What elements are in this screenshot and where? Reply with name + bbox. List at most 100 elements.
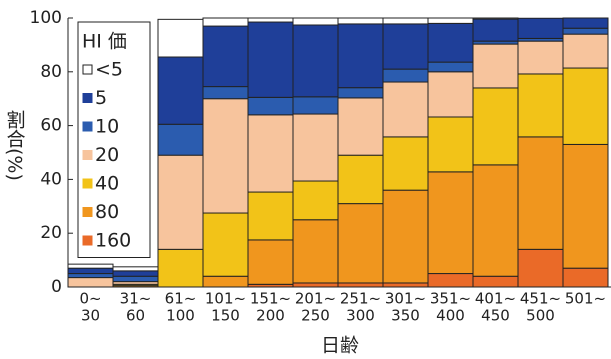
- x-tick-label: 500: [526, 307, 555, 325]
- bar-segment: [112, 275, 159, 283]
- bar-segment: [517, 248, 564, 288]
- bar-segment: [292, 24, 339, 98]
- legend-swatch: [82, 121, 93, 132]
- x-tick-label: 401~: [475, 290, 516, 308]
- bar-segment: [157, 123, 204, 156]
- bar-segment: [382, 189, 429, 284]
- bar-segment: [562, 33, 609, 69]
- bar-segment: [382, 136, 429, 191]
- bar-segment: [562, 27, 609, 35]
- y-tick-label: 100: [30, 8, 62, 28]
- bar-segment: [517, 17, 564, 39]
- bar-segment: [67, 263, 114, 269]
- bar-segment: [112, 270, 159, 277]
- legend-swatch: [82, 64, 93, 75]
- bar-segment: [247, 239, 294, 285]
- bar-segment: [337, 23, 384, 89]
- x-tick-label: 101~: [205, 290, 246, 308]
- bar-segment: [292, 219, 339, 284]
- x-tick-label: 100: [166, 307, 195, 325]
- legend-label: 160: [95, 230, 131, 252]
- legend-label: 80: [95, 201, 119, 223]
- bar-segment: [202, 98, 249, 214]
- x-axis-label: 日齢: [321, 335, 359, 357]
- legend-label: 40: [95, 173, 119, 195]
- bar-segment: [337, 17, 384, 25]
- x-tick-label: 300: [346, 307, 375, 325]
- bar-segment: [67, 273, 114, 279]
- x-tick-label: 251~: [340, 290, 381, 308]
- bar-segment: [562, 67, 609, 145]
- legend-label: <5: [95, 59, 123, 81]
- bar-segment: [292, 96, 339, 115]
- x-tick-label: 450: [481, 307, 510, 325]
- bar-segment: [292, 17, 339, 26]
- bar-segment: [202, 275, 249, 288]
- x-tick-label: 60: [126, 307, 145, 325]
- bar-segment: [427, 273, 474, 288]
- bar-segment: [517, 40, 564, 75]
- bar-segment: [292, 113, 339, 182]
- bar-segment: [337, 203, 384, 284]
- y-tick-label: 80: [40, 62, 62, 82]
- bar-segment: [247, 96, 294, 116]
- x-tick-label: 0~: [79, 290, 101, 308]
- bar-segment: [382, 282, 429, 288]
- bar-segment: [247, 21, 294, 98]
- legend-swatch: [82, 93, 93, 103]
- legend-label: 20: [95, 144, 119, 166]
- x-tick-label: 31~: [120, 290, 152, 308]
- bar-segment: [472, 43, 519, 89]
- bar-segment: [562, 267, 609, 288]
- bar-segment: [562, 143, 609, 269]
- bar-segment: [67, 277, 114, 288]
- bar-segment: [427, 71, 474, 118]
- bar-segment: [157, 154, 204, 250]
- bar-segment: [247, 114, 294, 193]
- legend-swatch: [82, 235, 93, 246]
- bar-segment: [292, 180, 339, 221]
- y-tick-label: 40: [40, 169, 62, 189]
- bar-segment: [202, 212, 249, 277]
- bar-segment: [382, 81, 429, 138]
- bar-segment: [517, 136, 564, 250]
- bar-segment: [382, 23, 429, 70]
- bar-segment: [337, 97, 384, 156]
- y-axis-label: 割合(%): [4, 110, 26, 181]
- bar-segment: [382, 17, 429, 25]
- bar-segment: [157, 56, 204, 125]
- bar-segment: [112, 266, 159, 272]
- y-tick-label: 0: [51, 277, 62, 297]
- legend-label: 5: [95, 87, 107, 109]
- legend-box: [77, 21, 151, 258]
- bar-segment: [562, 17, 609, 29]
- x-tick-label: 351~: [430, 290, 471, 308]
- x-tick-label: 30: [81, 307, 100, 325]
- bar-segment: [202, 17, 249, 27]
- x-tick-label: 400: [436, 307, 465, 325]
- bar-segment: [337, 154, 384, 205]
- x-tick-label: 200: [256, 307, 285, 325]
- bar-segment: [472, 275, 519, 288]
- legend: HI 価 <5 5 10 20 40 80 160: [77, 21, 151, 258]
- bar-segment: [202, 86, 249, 100]
- x-tick-label: 451~: [520, 290, 561, 308]
- x-tick-label: 201~: [295, 290, 336, 308]
- bar-segment: [427, 116, 474, 173]
- legend-title: HI 価: [82, 31, 127, 53]
- bar-segment: [247, 191, 294, 241]
- x-tick-label: 151~: [250, 290, 291, 308]
- x-tick-label: 250: [301, 307, 330, 325]
- bar-segment: [472, 164, 519, 277]
- bar-segment: [517, 73, 564, 138]
- x-tick-label: 301~: [385, 290, 426, 308]
- x-tick-label: 350: [391, 307, 420, 325]
- bar-segment: [382, 68, 429, 83]
- bar-segment: [292, 282, 339, 288]
- y-tick-label: 60: [40, 116, 62, 136]
- x-tick-label: 150: [211, 307, 240, 325]
- legend-swatch: [82, 207, 93, 217]
- x-tick-label: 61~: [165, 290, 197, 308]
- legend-swatch: [82, 150, 93, 160]
